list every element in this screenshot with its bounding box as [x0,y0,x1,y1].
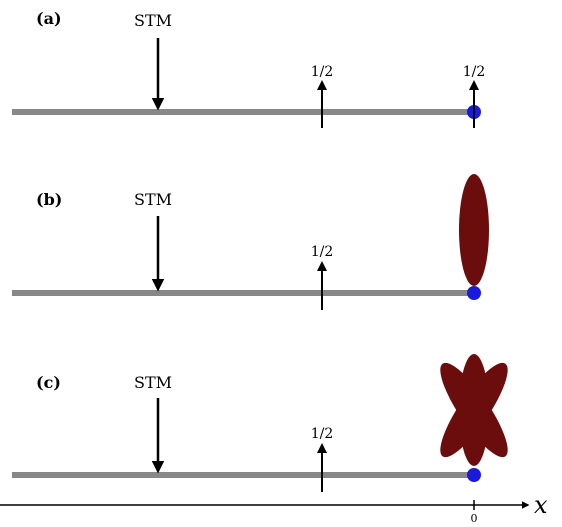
x-axis-variable: x [534,491,548,519]
stm-label: STM [134,190,172,209]
spin-label: 1/2 [311,244,334,260]
impurity-spin-label: 1/2 [463,64,486,80]
impurity-site [467,468,481,482]
stm-label: STM [134,373,172,392]
panel-a: (a) STM 1/2 1/2 [12,9,485,128]
spin-label: 1/2 [311,426,334,442]
x-axis-tick-label: 0 [471,512,478,525]
panel-label: (b) [36,190,62,209]
orbital-lobe [459,174,489,286]
stm-label: STM [134,11,172,30]
orbital-lobe-right [440,362,508,458]
panel-label: (c) [36,373,61,392]
x-axis: 0 x [0,491,548,525]
spin-label: 1/2 [311,64,334,80]
panel-c: (c) STM 1/2 [12,354,508,492]
panel-label: (a) [36,9,62,28]
panel-b: (b) STM 1/2 [12,174,489,310]
impurity-site [467,286,481,300]
